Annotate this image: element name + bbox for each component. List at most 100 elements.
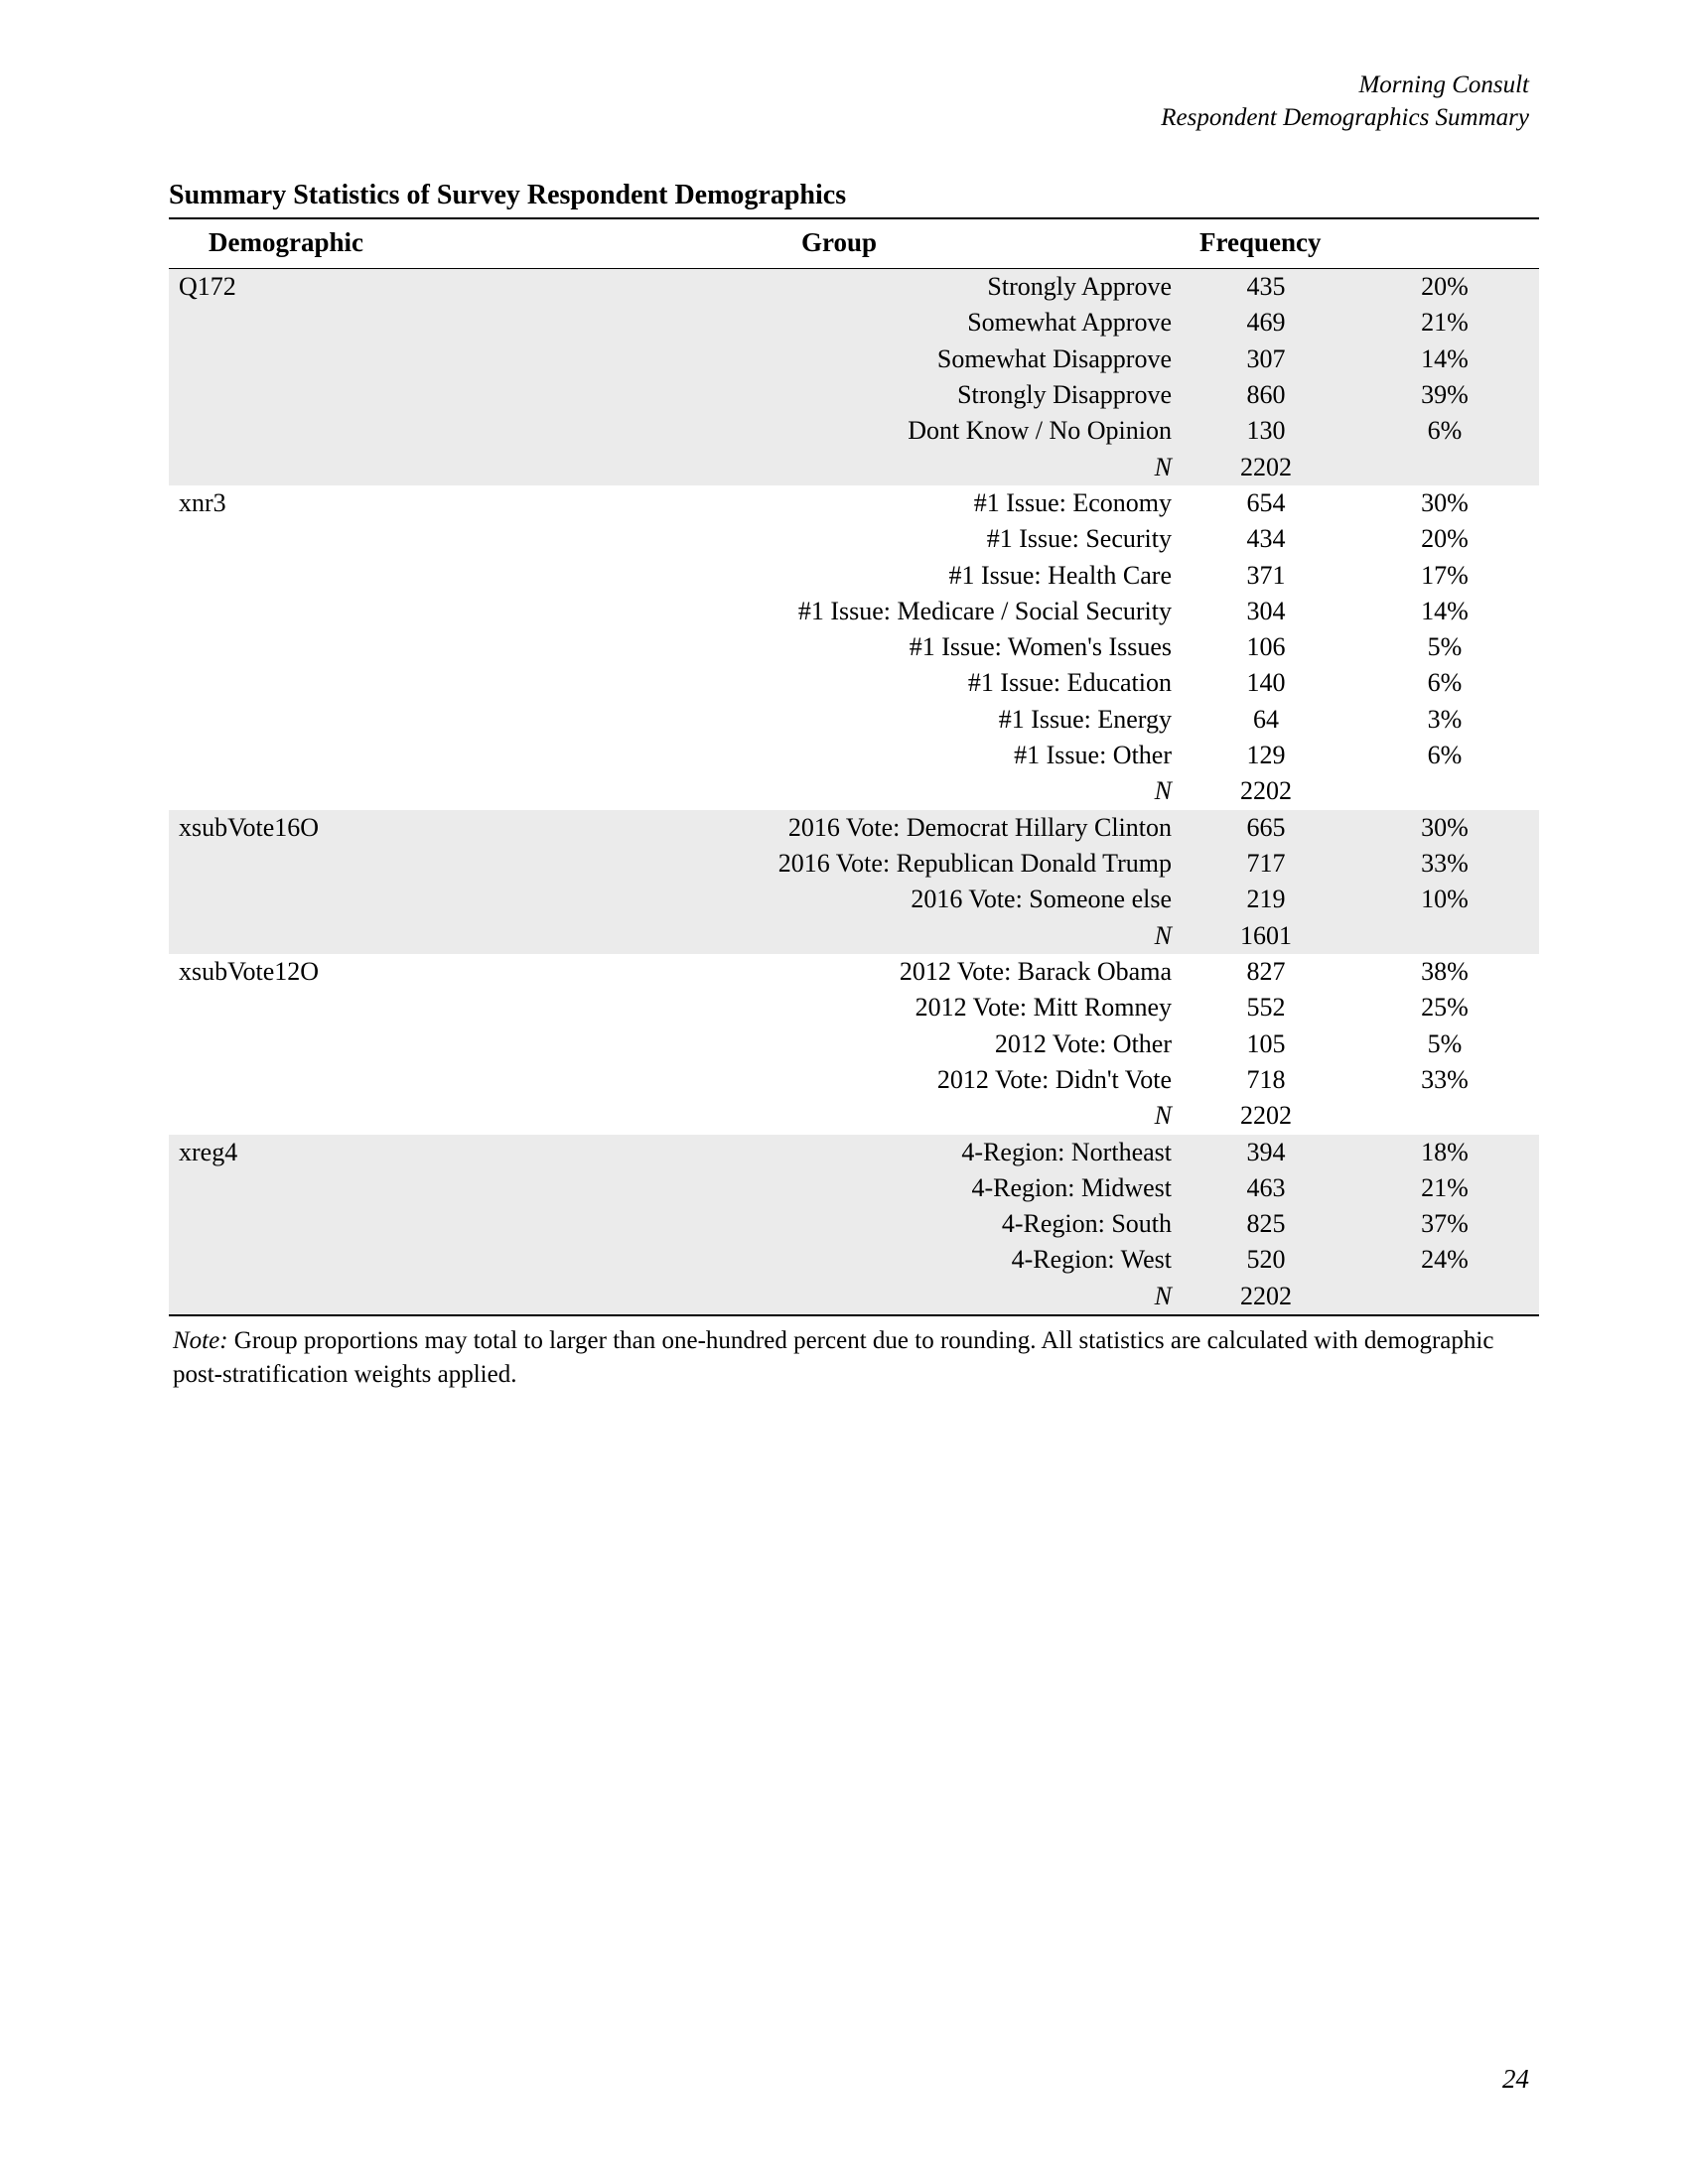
group-label: #1 Issue: Medicare / Social Security [496,594,1182,629]
frequency-value: 105 [1182,1026,1350,1062]
percent-value: 25% [1350,990,1539,1025]
table-row: 2012 Vote: Mitt Romney55225% [169,990,1539,1025]
table-title: Summary Statistics of Survey Respondent … [169,180,1539,211]
demographic-empty [169,450,496,485]
group-label: 4-Region: South [496,1206,1182,1242]
frequency-value: 106 [1182,629,1350,665]
percent-value: 30% [1350,810,1539,846]
group-label: 2012 Vote: Other [496,1026,1182,1062]
n-value: 2202 [1182,1279,1350,1315]
frequency-value: 434 [1182,521,1350,557]
table-row: 2012 Vote: Didn't Vote71833% [169,1062,1539,1098]
percent-value: 20% [1350,521,1539,557]
demographic-empty [169,341,496,377]
percent-value: 21% [1350,1170,1539,1206]
group-label: Somewhat Approve [496,305,1182,341]
demographic-empty [169,665,496,701]
note-text: Group proportions may total to larger th… [173,1327,1493,1388]
frequency-value: 718 [1182,1062,1350,1098]
table-row: xnr3#1 Issue: Economy65430% [169,485,1539,521]
demographic-empty [169,918,496,954]
demographic-empty [169,377,496,413]
frequency-value: 130 [1182,413,1350,449]
demographic-empty [169,1062,496,1098]
group-label: #1 Issue: Other [496,738,1182,773]
percent-value: 6% [1350,413,1539,449]
n-row: N2202 [169,450,1539,485]
table-row: #1 Issue: Education1406% [169,665,1539,701]
group-label: 2016 Vote: Republican Donald Trump [496,846,1182,882]
col-header-frequency: Frequency [1182,218,1539,269]
frequency-value: 219 [1182,882,1350,917]
table-row: #1 Issue: Women's Issues1065% [169,629,1539,665]
n-pct-empty [1350,1279,1539,1315]
n-label: N [496,450,1182,485]
demographic-empty [169,846,496,882]
frequency-value: 665 [1182,810,1350,846]
percent-value: 37% [1350,1206,1539,1242]
percent-value: 24% [1350,1242,1539,1278]
group-label: #1 Issue: Women's Issues [496,629,1182,665]
frequency-value: 129 [1182,738,1350,773]
percent-value: 14% [1350,341,1539,377]
table-note: Note: Group proportions may total to lar… [169,1324,1539,1392]
demographic-empty [169,1026,496,1062]
percent-value: 39% [1350,377,1539,413]
demographic-empty [169,990,496,1025]
frequency-value: 307 [1182,341,1350,377]
demographic-empty [169,773,496,809]
percent-value: 21% [1350,305,1539,341]
n-row: N2202 [169,1098,1539,1134]
n-value: 2202 [1182,1098,1350,1134]
summary-table: Demographic Group Frequency Q172 Strongly… [169,217,1539,1316]
demographic-empty [169,1206,496,1242]
table-row: 2016 Vote: Someone else21910% [169,882,1539,917]
percent-value: 33% [1350,846,1539,882]
group-label: 4-Region: Northeast [496,1135,1182,1170]
percent-value: 10% [1350,882,1539,917]
n-row: N1601 [169,918,1539,954]
n-label: N [496,773,1182,809]
frequency-value: 394 [1182,1135,1350,1170]
demographic-empty [169,702,496,738]
demographic-label: xsubVote16O [169,810,496,846]
frequency-value: 825 [1182,1206,1350,1242]
frequency-value: 552 [1182,990,1350,1025]
table-block: xreg44-Region: Northeast39418%4-Region: … [169,1135,1539,1316]
table-row: xsubVote12O2012 Vote: Barack Obama82738% [169,954,1539,990]
group-label: #1 Issue: Economy [496,485,1182,521]
frequency-value: 140 [1182,665,1350,701]
percent-value: 5% [1350,629,1539,665]
group-label: Strongly Disapprove [496,377,1182,413]
frequency-value: 717 [1182,846,1350,882]
col-header-group: Group [496,218,1182,269]
frequency-value: 435 [1182,269,1350,306]
frequency-value: 304 [1182,594,1350,629]
frequency-value: 469 [1182,305,1350,341]
table-row: 4-Region: West52024% [169,1242,1539,1278]
demographic-empty [169,413,496,449]
table-row: #1 Issue: Other1296% [169,738,1539,773]
group-label: #1 Issue: Energy [496,702,1182,738]
demographic-empty [169,1098,496,1134]
demographic-empty [169,305,496,341]
demographic-label: Q172 [169,269,496,306]
percent-value: 6% [1350,738,1539,773]
table-row: #1 Issue: Medicare / Social Security3041… [169,594,1539,629]
page-number: 24 [1502,2064,1529,2095]
group-label: #1 Issue: Security [496,521,1182,557]
percent-value: 30% [1350,485,1539,521]
running-header-line1: Morning Consult [169,69,1529,102]
table-header: Demographic Group Frequency [169,218,1539,269]
demographic-empty [169,1170,496,1206]
table-row: #1 Issue: Health Care37117% [169,558,1539,594]
running-header: Morning Consult Respondent Demographics … [169,69,1539,134]
percent-value: 20% [1350,269,1539,306]
n-label: N [496,918,1182,954]
percent-value: 6% [1350,665,1539,701]
group-label: 4-Region: West [496,1242,1182,1278]
table-block: xsubVote12O2012 Vote: Barack Obama82738%… [169,954,1539,1135]
n-value: 2202 [1182,450,1350,485]
table-block: xsubVote16O2016 Vote: Democrat Hillary C… [169,810,1539,954]
demographic-label: xnr3 [169,485,496,521]
